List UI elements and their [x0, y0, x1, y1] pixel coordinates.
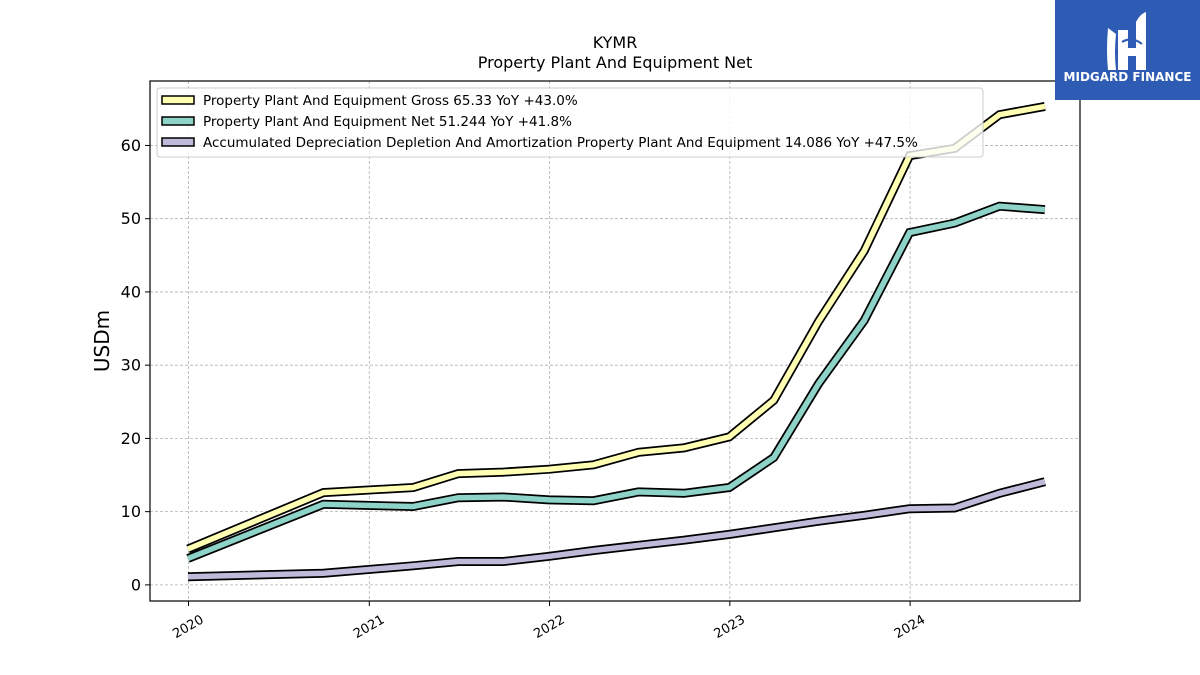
grid: [150, 81, 1080, 601]
chart-subtitle: Property Plant And Equipment Net: [478, 53, 753, 72]
x-tick-label: 2021: [351, 612, 387, 642]
y-tick-label: 20: [121, 429, 141, 448]
legend-entry: Property Plant And Equipment Net 51.244 …: [203, 114, 572, 130]
y-tick-label: 60: [121, 136, 141, 155]
series-line-fill: [187, 479, 1046, 580]
y-axis: 0 10 20 30 40 50 60: [121, 136, 150, 594]
series-line-outline: [186, 101, 1046, 554]
series-1-line: [186, 101, 1046, 554]
y-tick-label: 10: [121, 502, 141, 521]
legend-entry: Property Plant And Equipment Gross 65.33…: [203, 93, 578, 109]
y-tick-label: 0: [131, 575, 141, 594]
series-3-line: [187, 477, 1047, 582]
brand-logo: MIDGARD FINANCE: [1055, 0, 1200, 100]
chart-title: KYMR: [593, 33, 638, 52]
legend-box: [156, 87, 984, 158]
x-tick-label: 2022: [531, 612, 567, 642]
x-tick-label: 2024: [892, 612, 928, 642]
brand-mark-icon: [1107, 12, 1146, 70]
series-2-line: [186, 201, 1046, 563]
legend: Property Plant And Equipment Gross 65.33…: [156, 87, 984, 158]
y-axis-label: USDm: [90, 310, 114, 372]
y-tick-label: 40: [121, 282, 141, 301]
legend-swatch: [161, 116, 195, 126]
x-tick-label: 2023: [712, 612, 748, 642]
legend-swatch: [161, 95, 195, 105]
series-lines: [186, 101, 1047, 582]
y-tick-label: 30: [121, 356, 141, 375]
legend-swatch: [161, 137, 195, 147]
series-line-fill: [186, 203, 1046, 562]
brand-name: MIDGARD FINANCE: [1064, 70, 1192, 84]
legend-entry: Accumulated Depreciation Depletion And A…: [203, 135, 918, 151]
plot-frame: [149, 80, 1081, 602]
series-line-fill: [186, 103, 1046, 552]
x-axis: 2020 2021 2022 2023 2024: [170, 601, 928, 642]
y-tick-label: 50: [121, 209, 141, 228]
x-tick-label: 2020: [170, 612, 206, 642]
